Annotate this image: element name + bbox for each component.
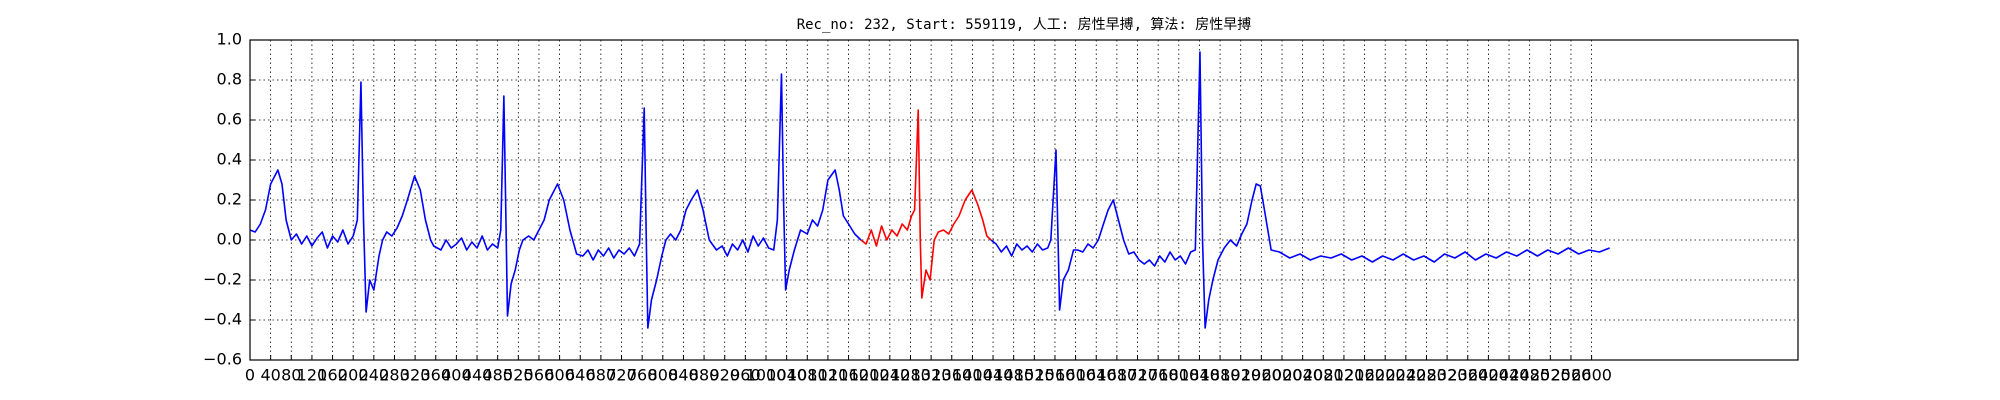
x-tick-label: 1520 [1014,366,1055,385]
x-tick-label: 720 [606,366,637,385]
y-tick-label: 0.6 [217,110,242,129]
x-tick-label: 880 [689,366,720,385]
x-tick-label: 840 [668,366,699,385]
x-tick-label: 1040 [766,366,807,385]
y-tick-label: −0.6 [203,350,242,369]
x-tick-label: 2600 [1571,366,1612,385]
x-tick-label: 920 [709,366,740,385]
x-tick-label: 240 [359,366,390,385]
x-tick-label: 960 [730,366,761,385]
series-line [860,109,992,299]
x-tick-label: 1720 [1117,366,1158,385]
x-tick-label: 1120 [808,366,849,385]
x-tick-label: 320 [400,366,431,385]
x-tick-label: 560 [524,366,555,385]
x-tick-label: 1840 [1179,366,1220,385]
x-tick-label: 2000 [1262,366,1303,385]
x-tick-label: 1360 [931,366,972,385]
x-tick-label: 2240 [1385,366,1426,385]
x-tick-label: 160 [317,366,348,385]
x-tick-label: 2400 [1468,366,1509,385]
chart-title: Rec_no: 232, Start: 559119, 人工: 房性早搏, 算法… [797,16,1252,33]
x-tick-label: 600 [544,366,575,385]
x-tick-label: 1480 [993,366,1034,385]
x-tick-label: 1680 [1097,366,1138,385]
x-tick-label: 520 [503,366,534,385]
x-tick-label: 40 [260,366,280,385]
x-tick-label: 2080 [1303,366,1344,385]
x-tick-label: 1000 [746,366,787,385]
y-tick-label: 0.4 [217,150,242,169]
x-tick-label: 400 [441,366,472,385]
x-tick-label: 1880 [1200,366,1241,385]
x-tick-label: 1960 [1241,366,1282,385]
x-tick-label: 2280 [1406,366,1447,385]
x-tick-label: 1160 [828,366,869,385]
x-tick-label: 120 [297,366,328,385]
x-tick-label: 1240 [869,366,910,385]
x-tick-label: 200 [338,366,369,385]
x-tick-label: 2040 [1282,366,1323,385]
y-tick-label: −0.4 [203,310,242,329]
x-tick-label: 1600 [1055,366,1096,385]
x-tick-label: 80 [281,366,301,385]
x-tick-label: 2320 [1427,366,1468,385]
x-tick-label: 2120 [1324,366,1365,385]
x-tick-label: 2480 [1509,366,1550,385]
x-tick-label: 1440 [973,366,1014,385]
x-tick-label: 2560 [1551,366,1592,385]
x-tick-label: 800 [648,366,679,385]
x-tick-label: 2520 [1530,366,1571,385]
x-tick-label: 1320 [911,366,952,385]
x-tick-label: 360 [420,366,451,385]
x-tick-label: 760 [627,366,658,385]
x-tick-label: 1560 [1035,366,1076,385]
y-tick-label: 0.8 [217,70,242,89]
x-tick-label: 1760 [1138,366,1179,385]
x-tick-label: 2200 [1365,366,1406,385]
y-tick-label: 0.2 [217,190,242,209]
x-tick-label: 280 [379,366,410,385]
x-tick-label: 2160 [1344,366,1385,385]
y-tick-label: 0.0 [217,230,242,249]
x-tick-label: 1200 [849,366,890,385]
x-tick-label: 680 [586,366,617,385]
x-tick-label: 1800 [1158,366,1199,385]
x-tick-label: 1640 [1076,366,1117,385]
y-tick-label: −0.2 [203,270,242,289]
x-tick-label: 1920 [1220,366,1261,385]
x-tick-label: 640 [565,366,596,385]
plot-frame [249,39,1799,361]
x-tick-label: 480 [482,366,513,385]
x-tick-label: 0 [245,366,255,385]
x-tick-label: 2360 [1447,366,1488,385]
x-tick-label: 2440 [1489,366,1530,385]
x-tick-label: 1400 [952,366,993,385]
y-tick-label: 1.0 [217,30,242,49]
x-tick-label: 440 [462,366,493,385]
x-tick-label: 1280 [890,366,931,385]
series-line [249,51,1610,329]
x-tick-label: 1080 [787,366,828,385]
